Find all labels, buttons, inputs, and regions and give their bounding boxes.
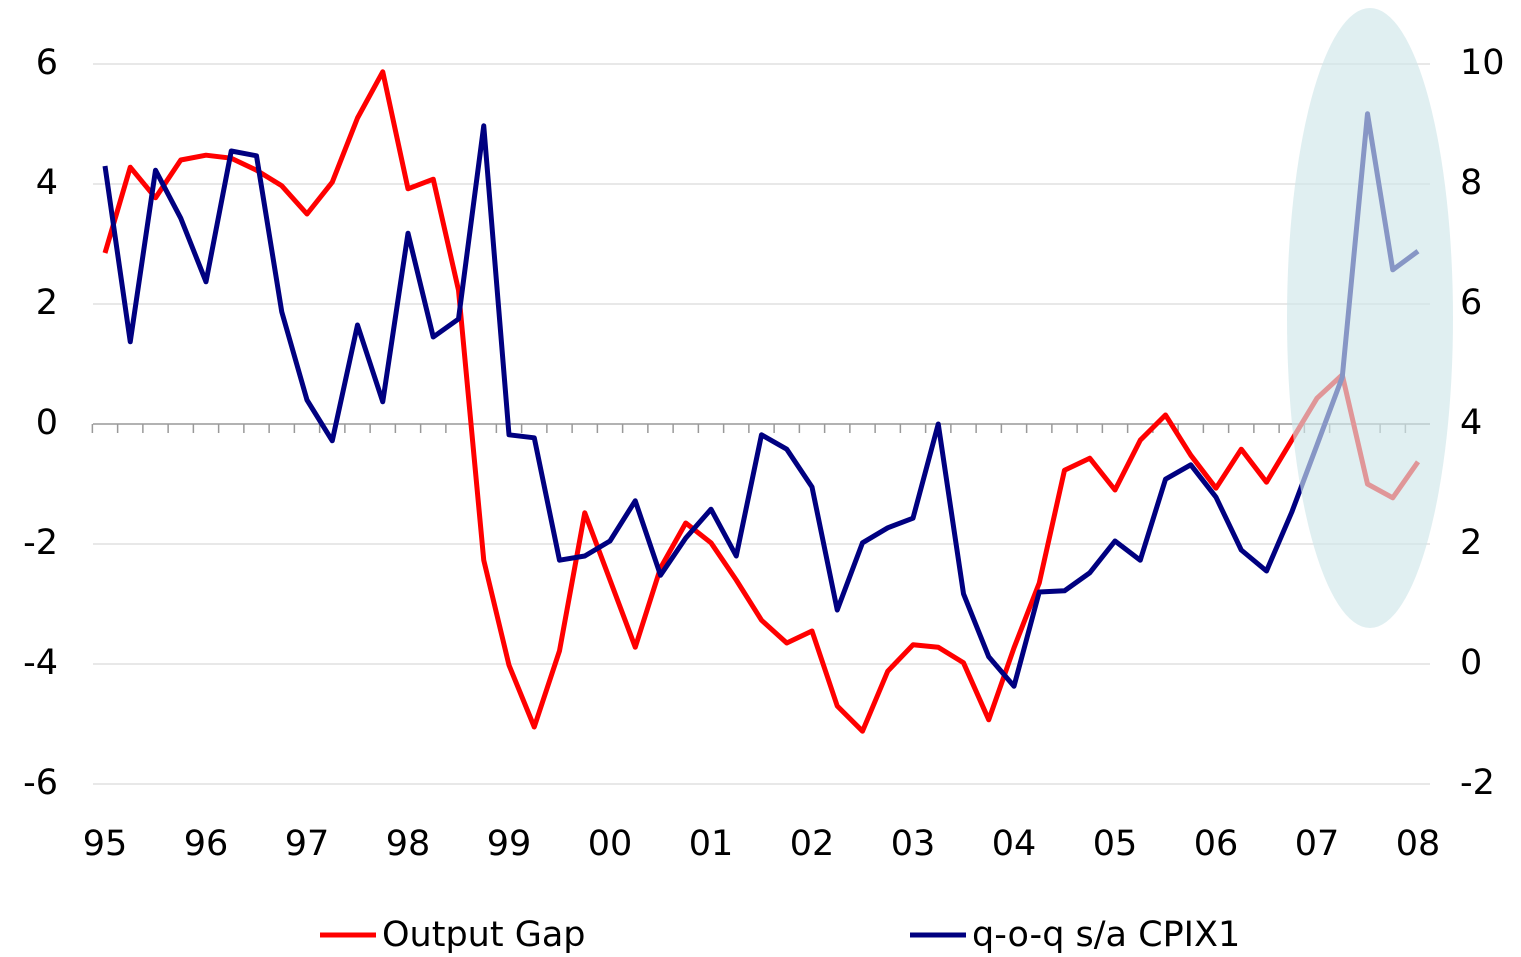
legend-label: Output Gap: [382, 915, 586, 955]
x-tick-label: 97: [285, 824, 330, 864]
y2-tick-label: -2: [1460, 763, 1495, 803]
y2-tick-label: 10: [1460, 43, 1505, 83]
y-tick-label: 2: [36, 283, 58, 323]
x-tick-label: 02: [790, 824, 835, 864]
grid: [91, 63, 1430, 785]
series-line: [102, 69, 1421, 734]
x-tick-label: 03: [891, 824, 936, 864]
y2-tick-label: 6: [1460, 283, 1482, 323]
x-tick-label: 96: [184, 824, 229, 864]
legend-label: q-o-q s/a CPIX1: [972, 915, 1240, 955]
x-tick-label: 00: [588, 824, 633, 864]
x-tick-label: 05: [1093, 824, 1138, 864]
y-tick-label: -4: [23, 643, 58, 683]
x-tick-label: 01: [689, 824, 734, 864]
plot: [102, 69, 1421, 734]
y-tick-label: -2: [23, 523, 58, 563]
x-tick-label: 06: [1194, 824, 1239, 864]
x-tick-label: 07: [1295, 824, 1340, 864]
series-line: [102, 111, 1420, 689]
y-tick-label: 4: [36, 163, 58, 203]
x-tick-label: 98: [386, 824, 431, 864]
x-tick-label: 08: [1396, 824, 1441, 864]
x-tick-label: 95: [83, 824, 128, 864]
y-tick-label: 0: [36, 403, 58, 443]
x-tick-label: 99: [487, 824, 532, 864]
y2-tick-label: 0: [1460, 643, 1482, 683]
y2-tick-label: 4: [1460, 403, 1482, 443]
y2-tick-label: 8: [1460, 163, 1482, 203]
highlight-ellipse: [1287, 8, 1453, 628]
x-tick-label: 04: [992, 824, 1037, 864]
y-tick-label: -6: [23, 763, 58, 803]
y2-tick-label: 2: [1460, 523, 1482, 563]
y-tick-label: 6: [36, 43, 58, 83]
